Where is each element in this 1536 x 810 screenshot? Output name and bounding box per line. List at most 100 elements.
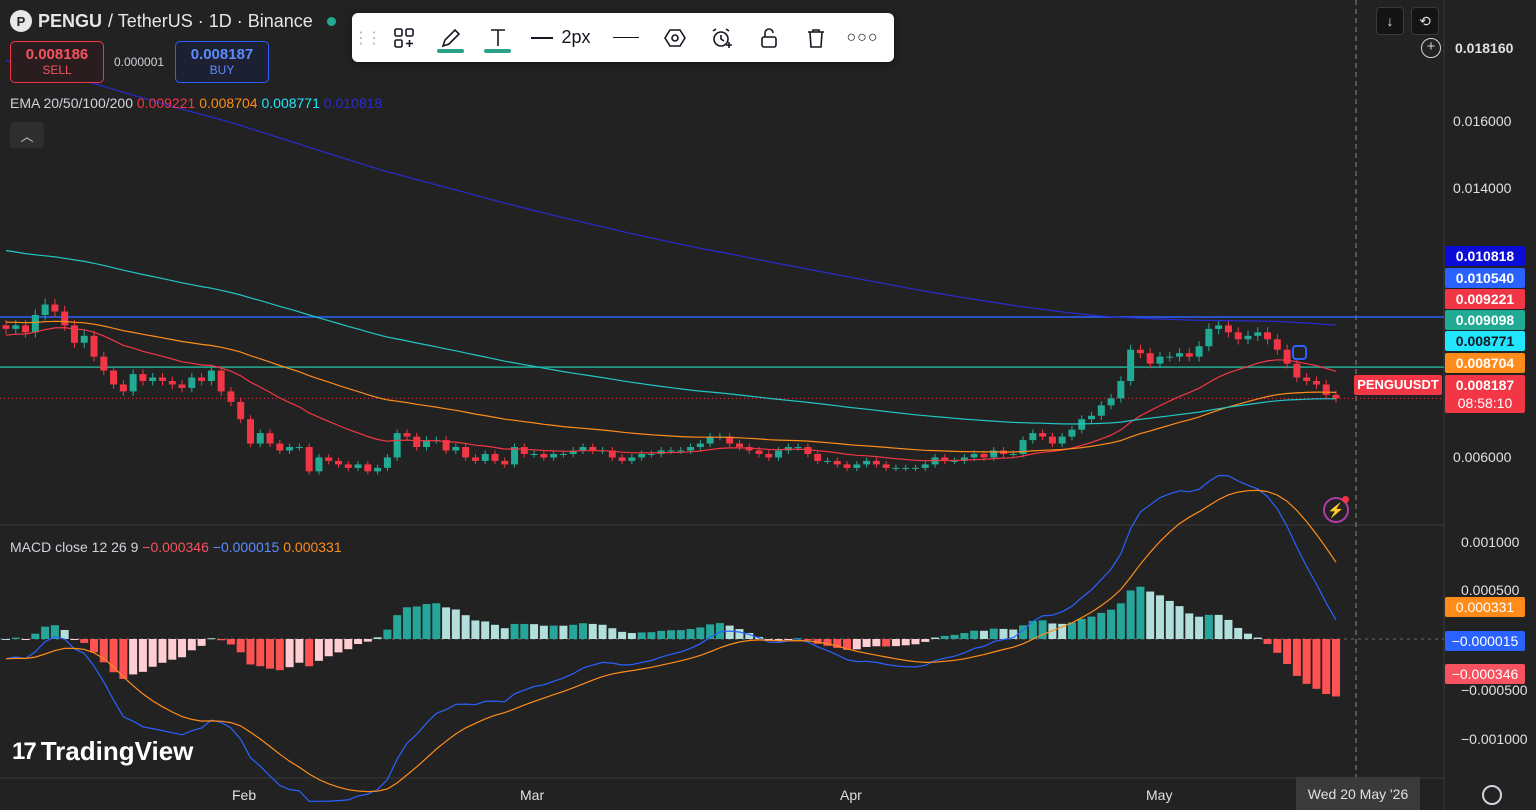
candle-body [393, 433, 401, 458]
candle-body [364, 464, 372, 472]
macd-histogram-bar [578, 623, 587, 639]
candle-body [188, 377, 196, 388]
symbol-header[interactable]: P PENGU / TetherUS · 1D · Binance [10, 10, 336, 32]
add-object-icon[interactable] [380, 13, 427, 62]
settings-icon[interactable] [1482, 785, 1502, 805]
candle-body [110, 370, 118, 385]
macd-histogram-bar [940, 635, 949, 639]
candle-body [1039, 433, 1047, 437]
macd-histogram-bar [1302, 639, 1311, 684]
macd-histogram-bar [921, 639, 930, 642]
candle-body [22, 325, 30, 333]
time-label-may: May [1146, 787, 1173, 803]
macd-histogram-bar [676, 630, 685, 639]
pengu-logo-icon: P [10, 10, 32, 32]
price-tick: 0.014000 [1453, 180, 1512, 196]
macd-histogram-bar [1243, 633, 1252, 639]
grip-icon[interactable]: ⋮⋮ [353, 29, 382, 47]
collapse-legend-button[interactable]: ︿ [10, 122, 44, 148]
candle-body [1215, 325, 1223, 329]
alarm-add-icon[interactable] [698, 13, 745, 62]
macd-histogram-bar [236, 639, 245, 653]
candle-body [227, 391, 235, 402]
ema200-line [5, 59, 1337, 326]
macd-histogram-bar [314, 639, 323, 661]
candle-body [647, 453, 655, 455]
macd-histogram-bar [1253, 637, 1262, 639]
macd-legend[interactable]: MACD close 12 26 9 −0.000346 −0.000015 0… [10, 539, 342, 555]
macd-histogram-bar [158, 639, 167, 663]
macd-histogram-bar [657, 630, 666, 639]
macd-histogram-bar [872, 639, 881, 647]
macd-tick: 0.000500 [1461, 582, 1520, 598]
lightning-icon[interactable]: ⚡ [1323, 496, 1349, 523]
pencil-icon[interactable] [427, 13, 474, 62]
price-tag-hline-blue: 0.010540 [1445, 268, 1525, 288]
candle-body [1312, 380, 1320, 385]
macd-tick: −0.001000 [1461, 731, 1528, 747]
time-label-mar: Mar [520, 787, 545, 803]
ema50-line [5, 320, 1337, 453]
macd-histogram-bar [500, 628, 509, 639]
candle-body [628, 457, 636, 461]
macd-histogram-bar [931, 637, 940, 639]
line-icon[interactable] [601, 13, 651, 62]
candle-body [980, 453, 988, 458]
macd-histogram-bar [226, 639, 235, 645]
trash-icon[interactable] [792, 13, 839, 62]
ema-legend[interactable]: EMA 20/50/100/200 0.009221 0.008704 0.00… [10, 95, 382, 111]
macd-histogram-bar [696, 627, 705, 639]
macd-histogram-bar [667, 630, 675, 639]
sell-price: 0.008186 [25, 46, 89, 63]
candle-body [1097, 405, 1105, 416]
macd-histogram-bar [295, 639, 304, 663]
notification-dot [1342, 496, 1349, 503]
candle-body [1293, 363, 1301, 378]
tradingview-logo[interactable]: 17 TradingView [12, 736, 193, 767]
candle-body [1088, 415, 1096, 420]
macd-histogram-bar [90, 639, 99, 653]
macd-histogram-bar [1077, 618, 1086, 639]
candle-body [246, 419, 254, 444]
price-tag-ema20: 0.009221 [1445, 289, 1525, 309]
line-style-icon[interactable]: 2px [521, 13, 601, 62]
more-icon[interactable]: ○○○ [846, 28, 879, 46]
candle-body [823, 460, 831, 462]
macd-histogram-bar [451, 609, 460, 639]
macd-histogram-bar [2, 639, 10, 640]
macd-histogram-bar [481, 621, 490, 639]
macd-histogram-bar [305, 639, 314, 667]
candle-body [677, 450, 685, 452]
candle-body [344, 464, 352, 468]
unlock-icon[interactable] [745, 13, 792, 62]
macd-histogram-bar [1283, 639, 1292, 664]
macd-tag-line: −0.000015 [1445, 631, 1525, 651]
buy-button[interactable]: 0.008187 BUY [175, 41, 269, 83]
macd-histogram-bar [334, 639, 343, 653]
price-tag-ema100: 0.008771 [1445, 331, 1525, 351]
macd-histogram-bar [686, 629, 695, 639]
sell-button[interactable]: 0.008186 SELL [10, 41, 104, 83]
refresh-icon[interactable]: ⟲ [1411, 7, 1439, 35]
candle-body [1303, 377, 1311, 381]
candle-body [902, 467, 910, 469]
macd-histogram-bar [911, 639, 920, 645]
candle-body [1068, 429, 1076, 437]
download-icon[interactable]: ↓ [1376, 7, 1404, 35]
symbol-name[interactable]: PENGU [38, 10, 103, 31]
candle-body [921, 464, 929, 468]
macd-histogram-bar [109, 639, 118, 673]
macd-histogram-bar [1165, 600, 1174, 639]
hexagon-icon[interactable] [651, 13, 698, 62]
macd-histogram-bar [256, 639, 265, 667]
macd-histogram-bar [823, 639, 832, 646]
macd-histogram-bar [207, 638, 216, 640]
macd-histogram-bar [539, 625, 548, 639]
add-plus-icon[interactable]: + [1421, 38, 1441, 58]
text-icon[interactable] [474, 13, 521, 62]
macd-histogram-bar [1204, 614, 1213, 639]
candle-body [305, 447, 313, 472]
candle-body [374, 467, 382, 472]
candle-body [335, 460, 342, 465]
